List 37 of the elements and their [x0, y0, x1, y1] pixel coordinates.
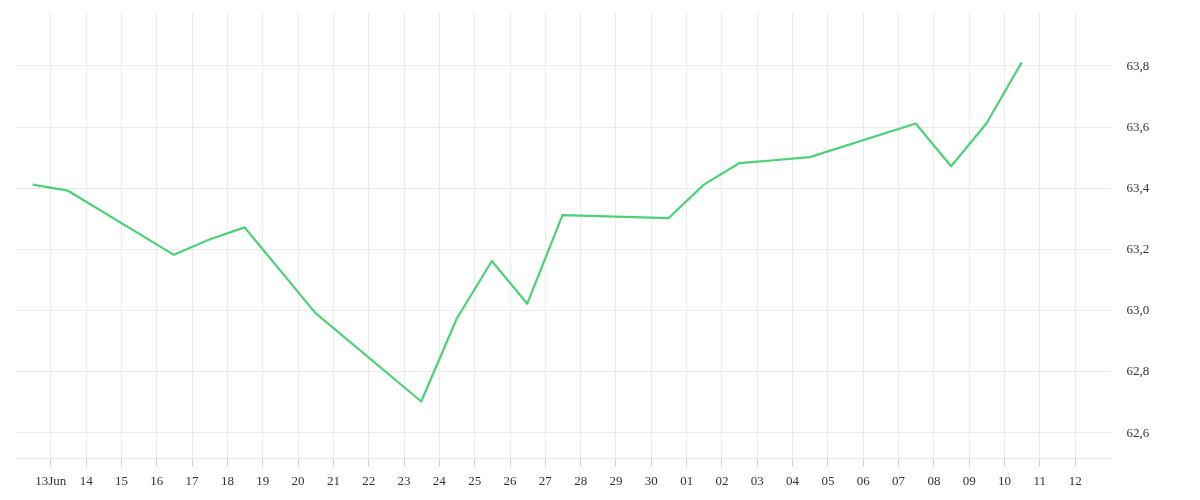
x-tick-label: 05	[821, 472, 835, 488]
y-tick-label: 63,6	[1126, 119, 1150, 135]
x-tick-label: 26	[503, 472, 518, 488]
y-tick-label: 62,6	[1126, 424, 1150, 440]
x-tick-label: 19	[256, 472, 270, 488]
x-tick-label: 15	[114, 472, 128, 488]
x-tick-label: 22	[362, 472, 376, 488]
y-tick-label: 63,4	[1126, 180, 1150, 196]
x-tick-label: 04	[786, 472, 800, 488]
x-tick-label: 27	[538, 472, 553, 488]
x-tick-label: 24	[432, 472, 447, 488]
x-tick-label: 16	[150, 472, 164, 488]
y-tick-label: 63,8	[1126, 57, 1150, 73]
x-tick-label: 02	[715, 472, 729, 488]
y-tick-label: 63,2	[1126, 241, 1150, 257]
x-tick-label: 17	[185, 472, 200, 488]
x-tick-label: 06	[856, 472, 871, 488]
x-tick-label: 13Jun	[35, 472, 67, 488]
x-tick-label: 20	[291, 472, 305, 488]
x-tick-label: 12	[1068, 472, 1082, 488]
x-tick-label: 23	[397, 472, 411, 488]
x-tick-label: 14	[79, 472, 94, 488]
x-tick-label: 29	[609, 472, 623, 488]
x-tick-label: 11	[1033, 472, 1047, 488]
y-tick-label: 62,8	[1126, 363, 1150, 379]
x-tick-label: 08	[927, 472, 941, 488]
x-tick-label: 18	[220, 472, 234, 488]
x-tick-label: 01	[680, 472, 694, 488]
x-tick-label: 30	[644, 472, 658, 488]
x-tick-label: 21	[326, 472, 340, 488]
x-tick-label: 10	[998, 472, 1012, 488]
y-tick-label: 63,0	[1126, 302, 1150, 318]
x-tick-label: 03	[750, 472, 764, 488]
x-tick-label: 07	[892, 472, 906, 488]
x-tick-label: 28	[574, 472, 588, 488]
x-tick-label: 25	[468, 472, 482, 488]
x-tick-label: 09	[962, 472, 976, 488]
